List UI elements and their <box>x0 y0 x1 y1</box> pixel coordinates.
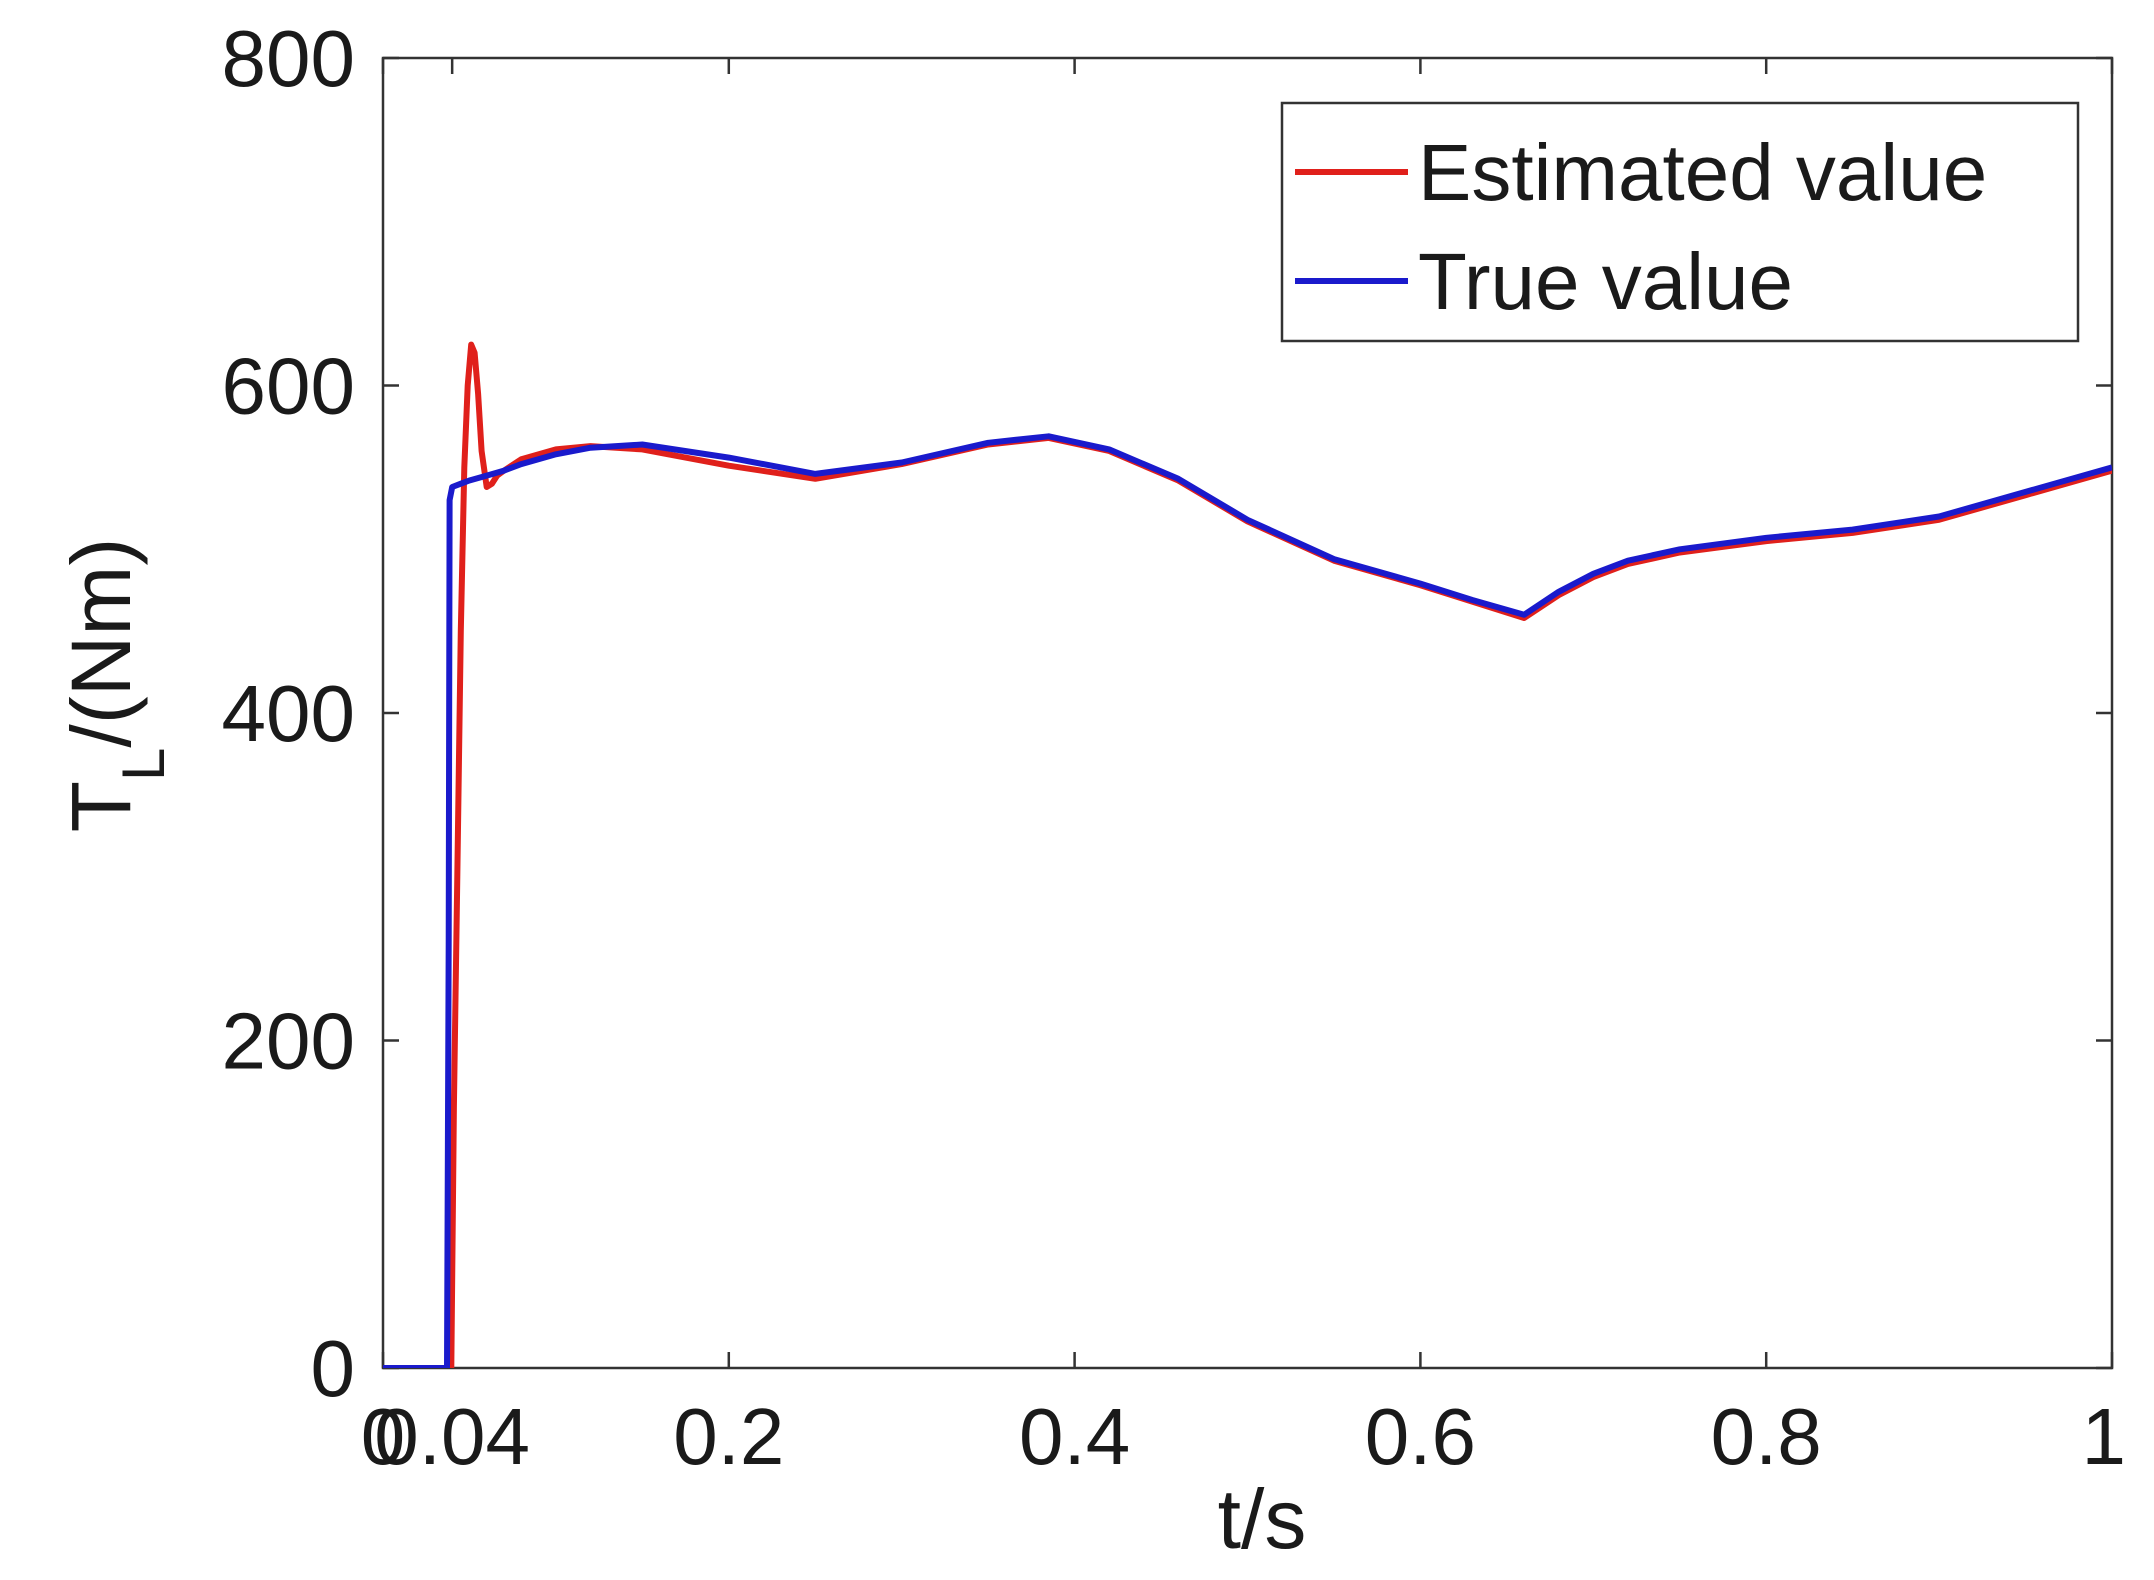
x-tick-label: 0.2 <box>673 1392 784 1481</box>
svg-text:TL/(Nm): TL/(Nm) <box>54 538 177 833</box>
x-tick-label: 1 <box>2082 1392 2127 1481</box>
x-axis-label: t/s <box>1218 1472 1307 1566</box>
y-axis-label-main: T <box>54 781 148 832</box>
y-tick-label: 0 <box>311 1324 356 1413</box>
legend-label-true: True value <box>1418 237 1793 326</box>
x-tick-label: 0.6 <box>1365 1392 1476 1481</box>
y-tick-label: 800 <box>222 14 355 103</box>
series-line-true <box>383 433 2112 1368</box>
y-axis-label: TL/(Nm) <box>54 538 177 833</box>
x-tick-label: 0.8 <box>1711 1392 1822 1481</box>
y-tick-label: 200 <box>222 997 355 1086</box>
y-tick-label: 400 <box>222 669 355 758</box>
x-tick-label: 0 <box>361 1392 406 1481</box>
series-line-estimated <box>383 341 2112 1368</box>
y-axis-label-subscript: L <box>110 748 177 781</box>
tick-labels: 00.04 0.2 0.4 0.6 0.8 1 0 200 400 600 800 <box>222 14 2126 1481</box>
axis-ticks <box>381 56 2114 1370</box>
series-layer <box>383 341 2112 1368</box>
legend-box <box>1280 101 2080 343</box>
x-tick-label: 0.04 <box>374 1392 530 1481</box>
legend-label-estimated: Estimated value <box>1418 128 1987 217</box>
legend: Estimated value True value <box>1280 101 2080 343</box>
y-axis-label-unit: /(Nm) <box>54 538 148 748</box>
x-tick-label: 0.4 <box>1019 1392 1130 1481</box>
y-tick-label: 600 <box>222 342 355 431</box>
